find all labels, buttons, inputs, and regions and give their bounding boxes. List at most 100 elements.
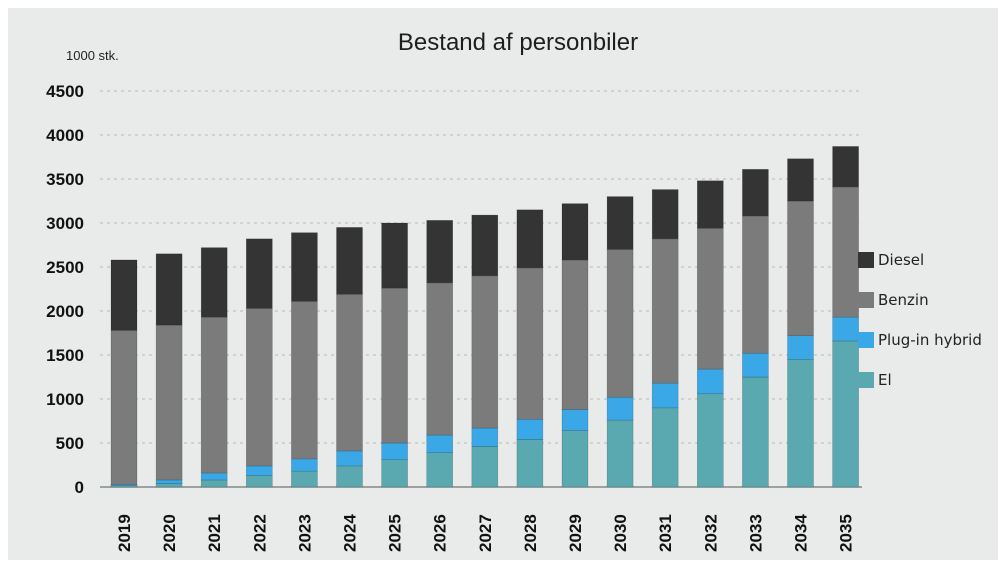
bar-segment-el-2022 <box>246 475 273 488</box>
bar-segment-el-2024 <box>336 465 363 488</box>
bar-segment-el-2034 <box>787 359 814 488</box>
bar-segment-plug-in-hybrid-2025 <box>381 442 408 461</box>
x-tick-label: 2027 <box>476 514 495 552</box>
bar-segment-benzin-2034 <box>787 200 814 336</box>
bar-segment-diesel-2023 <box>291 232 318 302</box>
legend-label-el: El <box>878 371 892 389</box>
bar-segment-diesel-2031 <box>651 189 679 240</box>
x-tick-label: 2034 <box>792 514 811 552</box>
y-tick-label: 3500 <box>46 170 84 189</box>
bar-segment-benzin-2020 <box>155 324 183 481</box>
bar-segment-benzin-2026 <box>426 282 454 436</box>
bar-segment-benzin-2019 <box>110 330 138 485</box>
bar-segment-el-2025 <box>381 459 408 488</box>
bar-segment-diesel-2035 <box>832 146 859 188</box>
x-tick-label: 2022 <box>250 514 269 552</box>
bar-segment-diesel-2019 <box>110 259 138 331</box>
legend-swatch-benzin <box>858 292 874 308</box>
bar-segment-diesel-2034 <box>787 158 814 202</box>
bar-segment-plug-in-hybrid-2022 <box>246 465 273 476</box>
bar-segment-diesel-2032 <box>696 180 724 229</box>
bar-segment-diesel-2020 <box>155 253 183 326</box>
bar-segment-plug-in-hybrid-2030 <box>606 396 634 421</box>
bar-segment-benzin-2022 <box>246 308 273 467</box>
x-tick-label: 2026 <box>431 514 450 552</box>
x-axis-ticks: 2019 2020 2021 2022 2023 2024 2025 2026 2027 2028… <box>115 514 856 552</box>
bar-segment-diesel-2028 <box>516 209 544 269</box>
y-tick-label: 500 <box>56 434 84 453</box>
legend-swatch-diesel <box>858 252 874 268</box>
bar-segment-el-2035 <box>832 340 859 488</box>
bar-segment-diesel-2021 <box>200 247 228 318</box>
y-tick-label: 0 <box>75 478 84 497</box>
bar-segment-plug-in-hybrid-2020 <box>155 479 183 484</box>
y-axis-ticks: 0 500 1000 1500 2000 2500 3000 3500 4000 4500 <box>46 82 84 497</box>
bar-segment-el-2029 <box>561 430 589 488</box>
chart-title: Bestand af personbiler <box>398 29 638 56</box>
bar-segment-el-2023 <box>291 470 318 488</box>
bar-segment-plug-in-hybrid-2029 <box>561 409 589 431</box>
y-tick-label: 1500 <box>46 346 84 365</box>
bar-segment-benzin-2021 <box>200 316 228 474</box>
bar-segment-benzin-2025 <box>381 287 408 444</box>
bar-segment-plug-in-hybrid-2033 <box>742 352 769 378</box>
bar-segment-plug-in-hybrid-2035 <box>832 316 859 342</box>
legend-label-benzin: Benzin <box>878 291 929 309</box>
bar-segment-benzin-2027 <box>471 275 499 429</box>
legend: Diesel Benzin Plug-in hybrid El <box>858 251 982 389</box>
x-tick-label: 2035 <box>837 514 856 552</box>
bar-segment-plug-in-hybrid-2026 <box>426 434 454 453</box>
legend-label-diesel: Diesel <box>878 251 924 269</box>
x-tick-label: 2032 <box>701 514 720 552</box>
x-tick-label: 2033 <box>746 514 765 552</box>
bar-segment-benzin-2032 <box>696 227 724 370</box>
x-tick-label: 2024 <box>341 514 360 552</box>
bar-segment-el-2031 <box>651 407 679 488</box>
y-tick-label: 4000 <box>46 126 84 145</box>
bar-segment-el-2032 <box>696 393 724 488</box>
x-tick-label: 2025 <box>386 514 405 552</box>
legend-label-plug-in-hybrid: Plug-in hybrid <box>878 331 982 349</box>
bar-segment-benzin-2031 <box>651 238 679 384</box>
bar-segment-plug-in-hybrid-2031 <box>651 382 679 409</box>
bar-segment-benzin-2029 <box>561 259 589 410</box>
x-tick-label: 2023 <box>295 514 314 552</box>
bar-segment-diesel-2027 <box>471 214 499 277</box>
bar-segment-benzin-2030 <box>606 249 634 398</box>
bar-segment-benzin-2033 <box>742 215 769 354</box>
bar-segment-el-2021 <box>200 479 228 488</box>
x-tick-label: 2030 <box>611 514 630 552</box>
bar-segment-plug-in-hybrid-2028 <box>516 418 544 440</box>
x-tick-label: 2019 <box>115 514 134 552</box>
bar-segment-benzin-2035 <box>832 186 859 318</box>
x-tick-label: 2021 <box>205 514 224 552</box>
x-tick-label: 2028 <box>521 514 540 552</box>
bar-segment-plug-in-hybrid-2027 <box>471 427 499 447</box>
bar-segment-el-2027 <box>471 446 499 488</box>
bar-segment-diesel-2030 <box>606 196 634 250</box>
legend-swatch-el <box>858 372 874 388</box>
bar-segment-el-2028 <box>516 439 544 488</box>
bar-segment-plug-in-hybrid-2032 <box>696 368 724 395</box>
bar-segment-diesel-2029 <box>561 203 589 261</box>
x-tick-label: 2020 <box>160 514 179 552</box>
bar-segment-plug-in-hybrid-2021 <box>200 472 228 481</box>
bars <box>110 146 859 488</box>
y-tick-label: 3000 <box>46 214 84 233</box>
bar-segment-el-2030 <box>606 419 634 488</box>
bar-segment-benzin-2023 <box>291 301 318 460</box>
x-tick-label: 2029 <box>566 514 585 552</box>
bar-segment-el-2026 <box>426 452 454 488</box>
bar-segment-plug-in-hybrid-2024 <box>336 450 363 467</box>
legend-swatch-plug-in-hybrid <box>858 332 874 348</box>
bar-segment-diesel-2024 <box>336 227 363 295</box>
bar-segment-benzin-2028 <box>516 267 544 420</box>
bar-segment-diesel-2026 <box>426 220 454 284</box>
x-tick-label: 2031 <box>656 514 675 552</box>
bar-segment-el-2033 <box>742 376 769 488</box>
bar-segment-diesel-2022 <box>246 238 273 309</box>
bar-segment-diesel-2033 <box>742 169 769 217</box>
y-tick-label: 1000 <box>46 390 84 409</box>
bar-segment-plug-in-hybrid-2023 <box>291 458 318 472</box>
